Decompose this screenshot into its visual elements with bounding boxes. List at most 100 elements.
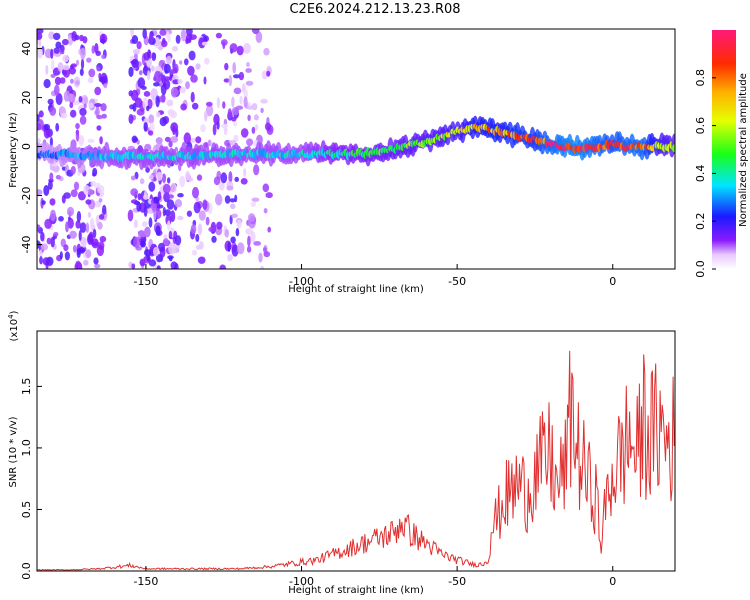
snr-x-ticks: -150 -100 -50 0: [133, 566, 616, 588]
heatmap-noise-cell: [186, 29, 193, 36]
heatmap-noise-cell: [70, 189, 78, 198]
heatmap-noise-cell: [179, 60, 183, 65]
heatmap-noise-cell: [148, 34, 153, 42]
heatmap-noise-cell: [76, 211, 82, 223]
heatmap-noise-cell: [48, 180, 53, 190]
heatmap-noise-cell: [207, 139, 212, 147]
heatmap-noise-cell: [208, 226, 216, 233]
heatmap-noise-cell: [148, 114, 155, 124]
heatmap-noise-cell: [231, 213, 238, 218]
heatmap-noise-layer: [37, 29, 274, 269]
heatmap-noise-cell: [69, 102, 74, 109]
heatmap-noise-cell: [128, 114, 134, 124]
heatmap-x-tick-label: -100: [289, 275, 314, 288]
heatmap-noise-cell: [49, 198, 56, 206]
heatmap-noise-cell: [79, 107, 87, 117]
heatmap-noise-cell: [66, 206, 75, 217]
heatmap-noise-cell: [163, 76, 171, 81]
heatmap-noise-cell: [162, 183, 171, 194]
heatmap-noise-cell: [193, 201, 201, 214]
heatmap-noise-cell: [233, 87, 242, 95]
heatmap-noise-cell: [53, 47, 60, 54]
heatmap-noise-cell: [234, 176, 239, 182]
heatmap-noise-cell: [39, 256, 43, 265]
heatmap-noise-cell: [163, 234, 168, 239]
heatmap-noise-cell: [60, 113, 68, 119]
heatmap-noise-cell: [83, 259, 89, 266]
heatmap-noise-cell: [166, 55, 172, 65]
heatmap-noise-cell: [78, 230, 82, 241]
heatmap-noise-cell: [37, 138, 41, 144]
heatmap-noise-cell: [168, 194, 175, 199]
heatmap-noise-cell: [263, 208, 268, 214]
colorbar-tick-label: 0.8: [694, 69, 707, 87]
heatmap-noise-cell: [148, 208, 153, 214]
heatmap-noise-cell: [231, 116, 237, 122]
colorbar-tick-label: 0.2: [694, 212, 707, 230]
heatmap-noise-cell: [246, 246, 252, 253]
heatmap-noise-cell: [76, 248, 81, 258]
heatmap-noise-cell: [43, 127, 51, 139]
heatmap-noise-cell: [96, 244, 105, 256]
heatmap-noise-cell: [43, 185, 50, 196]
heatmap-noise-cell: [224, 62, 229, 71]
heatmap-noise-cell: [227, 254, 233, 262]
heatmap-noise-cell: [70, 165, 76, 175]
heatmap-noise-cell: [156, 111, 161, 118]
heatmap-noise-cell: [197, 256, 206, 264]
heatmap-noise-cell: [55, 93, 63, 105]
heatmap-noise-cell: [148, 181, 156, 192]
heatmap-noise-cell: [163, 191, 171, 203]
heatmap-noise-cell: [183, 132, 191, 145]
heatmap-noise-cell: [170, 184, 176, 193]
heatmap-noise-cell: [96, 114, 103, 120]
heatmap-noise-cell: [186, 34, 193, 42]
heatmap-noise-cell: [96, 66, 101, 72]
snr-y-axis-label: SNR (10 * v/v): [8, 416, 19, 487]
heatmap-noise-cell: [170, 68, 176, 75]
heatmap-noise-cell: [55, 122, 60, 132]
heatmap-frame: [36, 28, 676, 270]
heatmap-y-tick-label: 0: [20, 143, 33, 150]
heatmap-noise-cell: [49, 137, 54, 147]
heatmap-noise-cell: [128, 66, 134, 77]
heatmap-noise-cell: [53, 232, 59, 237]
heatmap-noise-cell: [190, 74, 198, 83]
heatmap-noise-cell: [55, 41, 62, 49]
heatmap-noise-cell: [170, 136, 179, 143]
heatmap-noise-cell: [146, 105, 150, 112]
heatmap-noise-cell: [86, 57, 92, 63]
heatmap-noise-cell: [77, 191, 86, 201]
heatmap-noise-cell: [245, 80, 254, 86]
snr-x-tick-label: 0: [609, 575, 616, 588]
heatmap-noise-cell: [170, 210, 176, 223]
heatmap-noise-cell: [41, 200, 46, 205]
heatmap-noise-cell: [53, 32, 61, 41]
heatmap-noise-cell: [228, 74, 233, 87]
colorbar-tick-label: 0.4: [694, 165, 707, 183]
heatmap-noise-cell: [91, 45, 96, 54]
heatmap-noise-cell: [232, 74, 241, 79]
heatmap-noise-cell: [49, 106, 57, 116]
heatmap-noise-cell: [99, 136, 103, 145]
heatmap-noise-cell: [251, 29, 260, 35]
heatmap-noise-cell: [59, 77, 66, 84]
snr-x-tick-label: -100: [289, 575, 314, 588]
colorbar-gradient: [712, 30, 736, 269]
heatmap-noise-cell: [69, 67, 76, 75]
heatmap-noise-cell: [195, 136, 202, 144]
snr-x-tick-label: -50: [448, 575, 466, 588]
heatmap-noise-cell: [161, 40, 168, 48]
heatmap-noise-cell: [133, 219, 138, 229]
heatmap-noise-cell: [136, 202, 142, 212]
heatmap-noise-cell: [75, 130, 80, 142]
snr-x-axis-label: Height of straight line (km): [288, 585, 424, 596]
heatmap-noise-cell: [100, 103, 107, 112]
heatmap-noise-cell: [148, 217, 153, 228]
heatmap-noise-cell: [227, 108, 232, 119]
heatmap-noise-cell: [263, 251, 271, 258]
heatmap-x-axis-label: Height of straight line (km): [288, 284, 424, 295]
heatmap-noise-cell: [227, 241, 231, 252]
heatmap-noise-cell: [196, 174, 203, 181]
heatmap-noise-cell: [50, 236, 55, 248]
